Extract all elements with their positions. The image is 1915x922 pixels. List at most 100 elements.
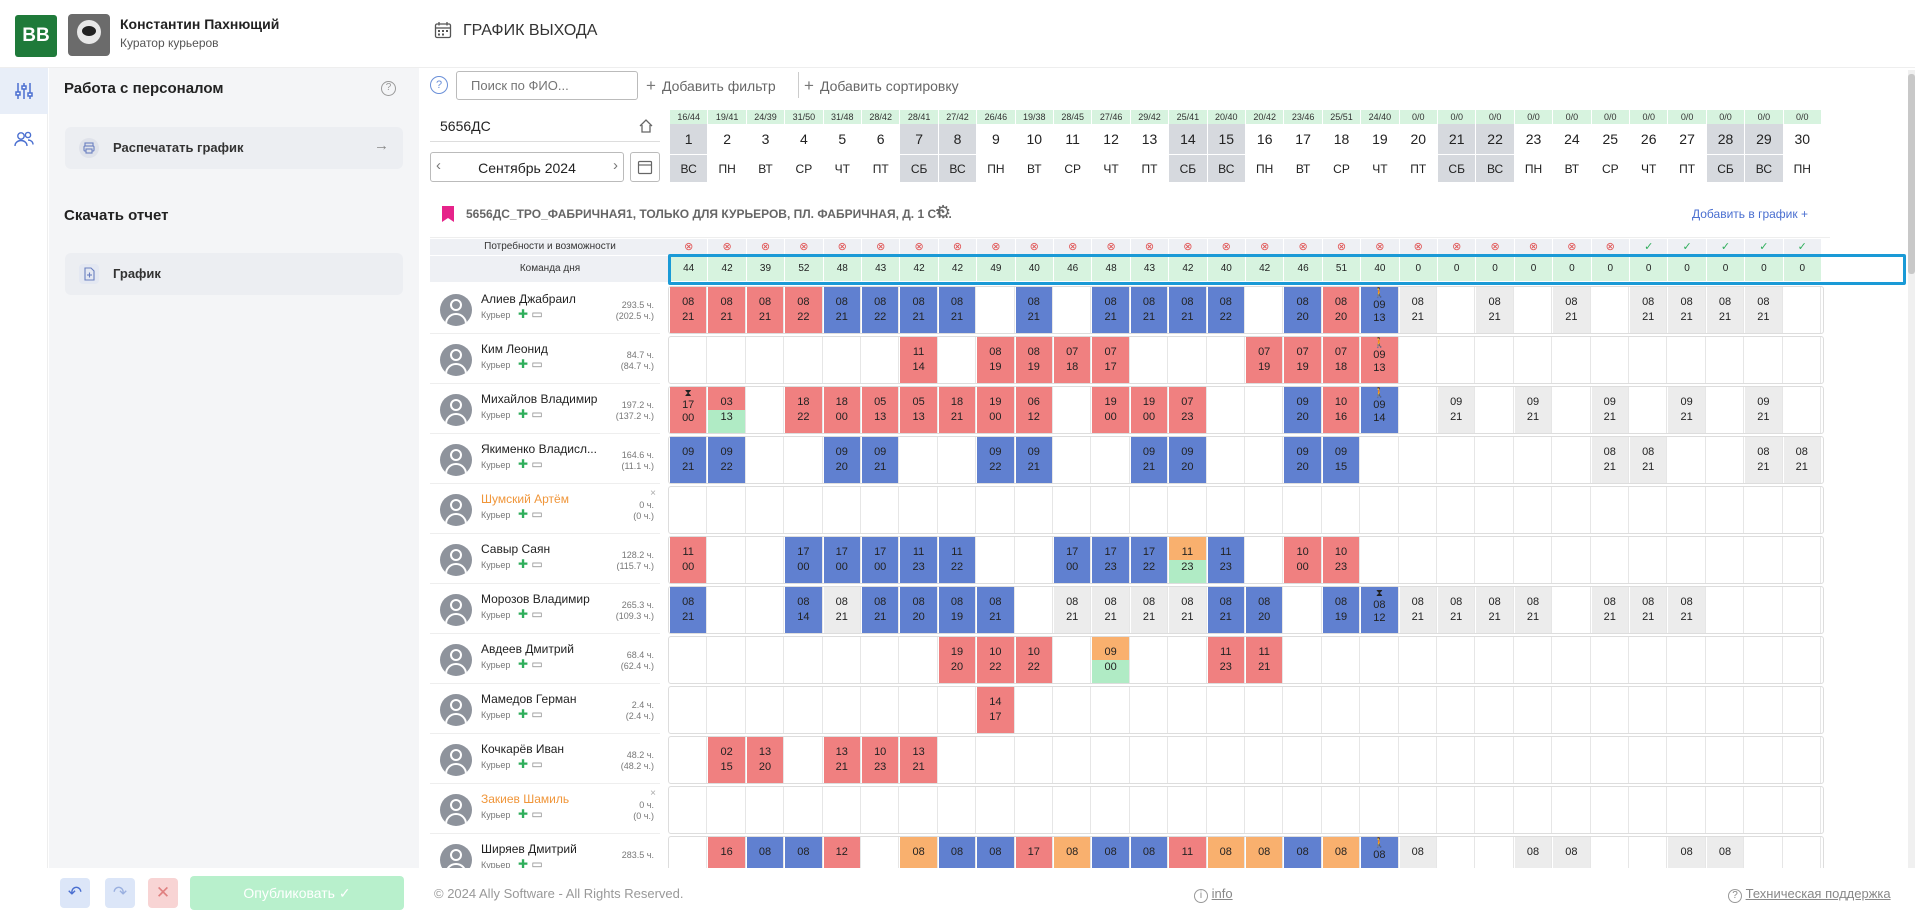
shift-cell[interactable] <box>1784 487 1821 533</box>
shift-cell[interactable] <box>1745 687 1783 733</box>
shift-cell[interactable] <box>939 787 977 833</box>
shift-cell[interactable] <box>900 687 938 733</box>
shift-cell[interactable] <box>1630 337 1668 383</box>
print-schedule-button[interactable]: Распечатать график → <box>65 127 403 169</box>
shift-cell[interactable] <box>747 487 785 533</box>
shift-cell[interactable] <box>1016 487 1053 533</box>
shift-cell[interactable] <box>862 637 900 683</box>
day-column-header[interactable]: 31/48 5 ЧТ <box>823 110 861 182</box>
employee-card[interactable]: Ким Леонид Курьер ✚ ▭ 84.7 ч. (84.7 ч.) <box>430 336 660 384</box>
shift-cell[interactable]: 09 21 <box>1745 387 1783 433</box>
shift-cell[interactable] <box>1707 387 1745 433</box>
shift-cell[interactable] <box>1323 737 1361 783</box>
shift-cell[interactable]: 09 21 <box>862 437 900 483</box>
shift-cell[interactable]: 09 21 <box>1015 437 1053 483</box>
shift-cell[interactable] <box>1553 387 1591 433</box>
shift-cell[interactable] <box>1707 487 1745 533</box>
shift-cell[interactable] <box>1592 737 1629 783</box>
shift-cell[interactable]: 13 21 <box>823 737 861 783</box>
shift-cell[interactable] <box>747 387 785 433</box>
shift-cell[interactable] <box>1284 737 1322 783</box>
shift-cell[interactable]: 17 00 <box>1054 537 1092 583</box>
day-column-header[interactable]: 24/39 3 ВТ <box>746 110 785 182</box>
shift-cell[interactable] <box>1284 687 1322 733</box>
shift-cell[interactable] <box>1054 437 1092 483</box>
shift-cell[interactable] <box>708 587 746 633</box>
shift-cell[interactable] <box>1745 537 1783 583</box>
shift-cell[interactable] <box>1592 537 1629 583</box>
day-column-header[interactable]: 16/44 1 ВС <box>670 110 708 182</box>
shift-cell[interactable] <box>785 487 823 533</box>
shift-cell[interactable] <box>1208 487 1245 533</box>
shift-cell[interactable] <box>1284 787 1322 833</box>
shift-cell[interactable] <box>1553 687 1591 733</box>
shift-cell[interactable] <box>1284 637 1322 683</box>
day-column-header[interactable]: 0/0 21 СБ <box>1438 110 1476 182</box>
employee-card[interactable]: Морозов Владимир Курьер ✚ ▭ 265.3 ч. (109.3 … <box>430 586 660 634</box>
shift-cell[interactable] <box>1438 487 1476 533</box>
shift-cell[interactable] <box>1400 437 1437 483</box>
shift-cell[interactable]: 14 17 <box>977 687 1015 733</box>
rail-settings-button[interactable] <box>0 68 48 114</box>
shift-cell[interactable]: 09 22 <box>708 437 746 483</box>
shift-cell[interactable] <box>1784 537 1821 583</box>
shift-cell[interactable]: 08 21 <box>1399 587 1437 633</box>
shift-cell[interactable] <box>824 687 861 733</box>
shift-cell[interactable] <box>1054 287 1092 333</box>
day-column-header[interactable]: 26/46 9 ПН <box>977 110 1015 182</box>
shift-cell[interactable]: 18 00 <box>823 387 861 433</box>
day-column-header[interactable]: 0/0 27 ПТ <box>1668 110 1706 182</box>
shift-cell[interactable] <box>1592 487 1629 533</box>
shift-cell[interactable] <box>1438 337 1476 383</box>
shift-cell[interactable] <box>862 487 900 533</box>
shift-cell[interactable] <box>785 787 823 833</box>
shift-cell[interactable] <box>1668 787 1706 833</box>
shift-cell[interactable]: 19 00 <box>1130 387 1169 433</box>
shift-cell[interactable] <box>1515 487 1553 533</box>
shift-cell[interactable] <box>1553 787 1591 833</box>
shift-cell[interactable] <box>1131 787 1169 833</box>
shift-cell[interactable] <box>1592 637 1629 683</box>
shift-cell[interactable]: 08 21 <box>1591 437 1629 483</box>
shift-cell[interactable]: 18 21 <box>938 387 977 433</box>
shift-cell[interactable] <box>708 487 746 533</box>
shift-cell[interactable]: 19 20 <box>938 637 977 683</box>
shift-cell[interactable]: 08 22 <box>1207 287 1245 333</box>
shift-cell[interactable]: 08 21 <box>1438 587 1476 633</box>
shift-cell[interactable] <box>1745 837 1783 883</box>
shift-cell[interactable]: 🚶 09 13 <box>1361 287 1399 333</box>
shift-cell[interactable] <box>1246 537 1284 583</box>
shift-cell[interactable] <box>1323 637 1361 683</box>
shift-cell[interactable] <box>747 537 785 583</box>
shift-cell[interactable] <box>1054 787 1092 833</box>
shift-cell[interactable] <box>1400 537 1437 583</box>
shift-cell[interactable] <box>708 687 746 733</box>
shift-cell[interactable] <box>1361 737 1399 783</box>
shift-cell[interactable] <box>1092 437 1130 483</box>
remove-icon[interactable]: × <box>650 788 656 799</box>
shift-cell[interactable]: 08 21 <box>1553 287 1591 333</box>
shift-cell[interactable] <box>1592 687 1629 733</box>
shift-cell[interactable]: 17 22 <box>1130 537 1169 583</box>
shift-cell[interactable] <box>1054 637 1092 683</box>
shift-cell[interactable] <box>1668 537 1706 583</box>
shift-cell[interactable] <box>1630 687 1668 733</box>
day-column-header[interactable]: 27/42 8 ВС <box>938 110 977 182</box>
shift-cell[interactable] <box>1246 687 1284 733</box>
shift-cell[interactable]: 17 00 <box>823 537 861 583</box>
shift-cell[interactable] <box>1361 687 1399 733</box>
shift-cell[interactable] <box>1630 487 1668 533</box>
shift-cell[interactable] <box>785 737 823 783</box>
day-column-header[interactable]: 28/45 11 СР <box>1054 110 1092 182</box>
employee-card[interactable]: Шумский Артём Курьер ✚ ▭ 0 ч. (0 ч.) × <box>430 486 660 534</box>
shift-cell[interactable] <box>977 537 1015 583</box>
shift-cell[interactable]: 08 20 <box>900 587 938 633</box>
shift-cell[interactable] <box>1092 487 1130 533</box>
shift-cell[interactable] <box>1208 437 1245 483</box>
shift-cell[interactable]: 11 21 <box>1246 637 1284 683</box>
shift-cell[interactable] <box>1016 737 1053 783</box>
day-column-header[interactable]: 20/42 16 ПН <box>1246 110 1284 182</box>
shift-cell[interactable] <box>900 787 938 833</box>
shift-cell[interactable]: 11 23 <box>1207 637 1245 683</box>
shift-cell[interactable] <box>824 487 861 533</box>
